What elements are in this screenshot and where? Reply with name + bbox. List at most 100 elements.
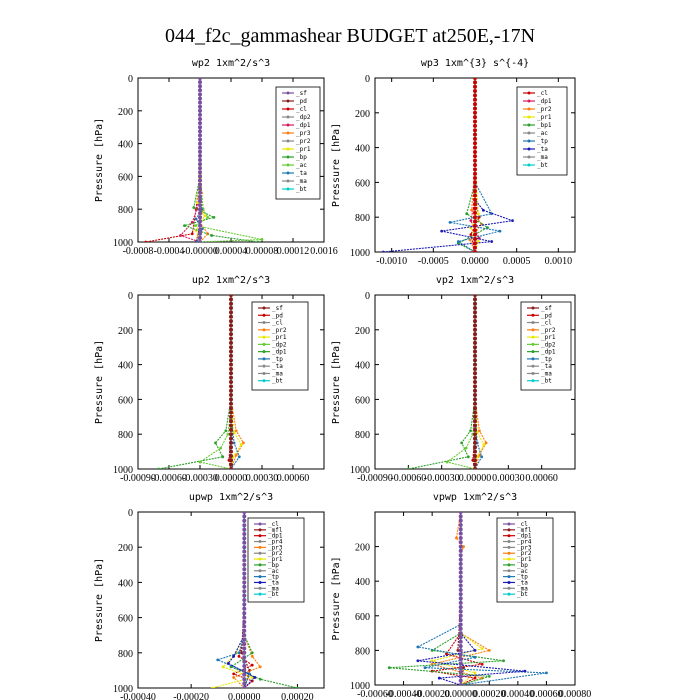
legend-marker	[507, 569, 511, 573]
x-tick-label: 0.00030	[246, 473, 279, 484]
data-point	[387, 666, 391, 670]
data-point	[473, 132, 477, 137]
legend-entry: _tp	[541, 356, 552, 363]
data-point	[473, 380, 477, 384]
data-point	[229, 462, 233, 467]
data-point	[242, 523, 247, 528]
legend-marker	[527, 99, 531, 103]
data-point	[458, 626, 463, 631]
data-point	[198, 96, 202, 101]
legend-box	[520, 301, 572, 391]
data-point	[458, 644, 463, 649]
data-point	[473, 345, 477, 350]
data-point	[229, 458, 233, 463]
data-point	[473, 297, 477, 302]
series-group	[157, 295, 245, 469]
legend-marker	[258, 540, 262, 544]
y-tick-label: 0	[128, 508, 133, 519]
y-tick-label: 600	[355, 612, 370, 623]
data-point	[458, 518, 463, 523]
data-point	[458, 618, 463, 623]
legend-entry: _ma	[296, 178, 307, 185]
data-point	[473, 440, 477, 445]
legend-entry: _ta	[272, 363, 283, 370]
legend-marker	[527, 147, 531, 151]
legend: _cl_dp1_pr2_pr1_bp1_ac_tp_ta_ma_bt	[516, 86, 568, 176]
legend-marker	[258, 580, 262, 584]
data-point	[473, 462, 477, 467]
data-point	[242, 606, 247, 611]
x-tick-label: 0.00000	[215, 473, 248, 484]
data-point	[458, 574, 463, 579]
y-tick-label: 200	[355, 109, 370, 120]
data-point	[242, 677, 247, 682]
legend-marker	[531, 306, 535, 310]
data-point	[234, 429, 238, 433]
y-tick-label: 1000	[113, 465, 133, 476]
data-point	[242, 584, 247, 589]
y-axis-label: Pressure [hPa]	[94, 118, 105, 202]
data-point	[458, 548, 463, 553]
panel-1: wp2 1xm^2/s^3 Pressure [hPa] 0 200 400 600 800…	[94, 58, 338, 257]
data-point	[157, 467, 161, 469]
legend-entry: _dp1	[517, 533, 532, 540]
legend-entry: _pr3	[268, 544, 283, 551]
data-point	[229, 323, 233, 328]
data-point	[473, 295, 477, 297]
data-point	[237, 651, 241, 655]
data-point	[242, 615, 247, 620]
data-point	[458, 535, 463, 540]
data-point	[473, 436, 477, 441]
data-point	[210, 234, 214, 237]
legend-marker	[507, 551, 511, 555]
legend-entry: _ta	[537, 146, 548, 153]
legend-entry: _sf	[272, 305, 283, 312]
legend-entry: _bt	[537, 162, 548, 169]
data-point	[219, 446, 223, 450]
data-point	[458, 657, 463, 662]
data-point	[242, 628, 247, 633]
x-tick-label: -0.00020	[414, 689, 450, 700]
data-point	[229, 380, 233, 384]
data-point	[473, 406, 477, 411]
data-point	[214, 441, 217, 445]
legend-entry: _ta	[296, 170, 307, 177]
legend-entry: _tp	[268, 574, 279, 581]
data-point	[473, 445, 477, 450]
y-tick-label: 1000	[350, 681, 370, 692]
data-point	[480, 662, 484, 666]
data-point	[198, 223, 202, 228]
legend-marker	[527, 163, 531, 167]
legend-entry: _tp	[537, 138, 548, 145]
y-tick-label: 0	[365, 291, 370, 302]
legend-marker	[286, 179, 290, 183]
data-point	[469, 233, 473, 237]
legend-entry: _sf	[541, 305, 552, 312]
legend-entry: _mfl	[268, 527, 283, 534]
legend-entry: _dp1	[296, 122, 311, 129]
legend-marker	[258, 534, 262, 538]
legend-marker	[286, 131, 290, 135]
data-point	[229, 295, 233, 297]
data-point	[242, 518, 247, 523]
data-point	[473, 158, 477, 163]
data-point	[242, 567, 247, 572]
data-point	[470, 208, 474, 212]
data-point	[458, 592, 463, 597]
data-point	[226, 432, 230, 436]
data-point	[473, 384, 477, 389]
data-point	[473, 306, 477, 311]
legend-marker	[507, 592, 511, 596]
data-point	[473, 301, 477, 306]
data-point	[260, 238, 264, 241]
x-tick-label: 0.0016	[310, 246, 338, 257]
y-tick-label: 400	[355, 577, 370, 588]
data-point	[473, 119, 477, 124]
x-tick-label: -0.00020	[173, 692, 209, 700]
data-point	[250, 663, 254, 667]
legend-entry: _pr2	[517, 550, 532, 557]
data-point	[473, 228, 477, 233]
legend-entry: _cl	[537, 90, 548, 97]
data-point	[473, 232, 477, 237]
data-point	[473, 419, 477, 424]
